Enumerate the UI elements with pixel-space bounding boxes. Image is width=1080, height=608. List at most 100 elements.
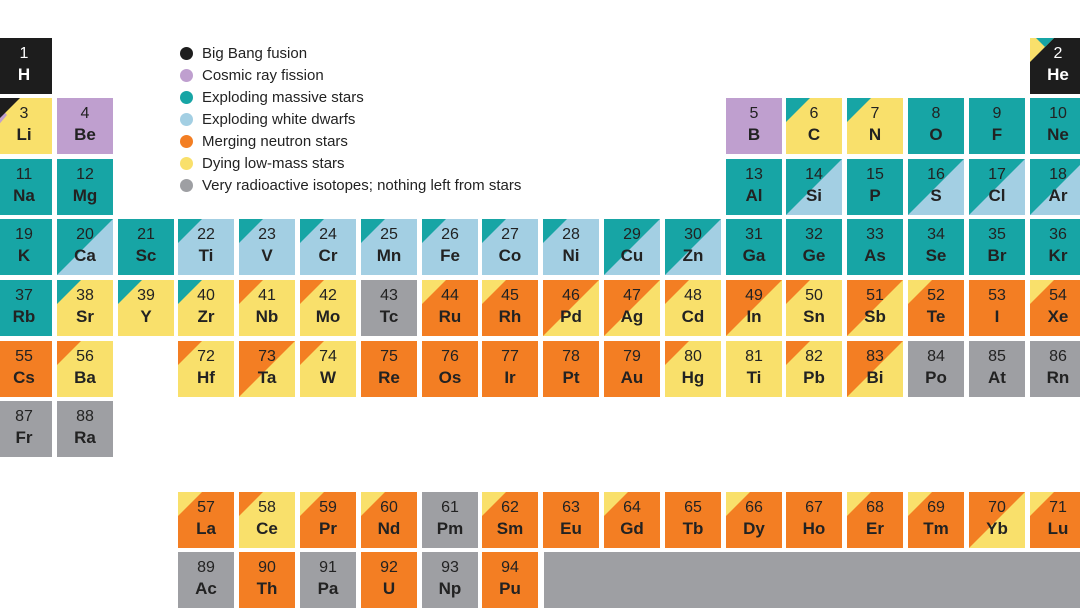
atomic-number: 58 bbox=[258, 499, 276, 516]
atomic-number: 61 bbox=[441, 499, 459, 516]
element-swatch bbox=[482, 219, 538, 275]
legend-swatch-icon bbox=[180, 68, 193, 82]
element-swatch bbox=[847, 159, 903, 215]
element-symbol: Hf bbox=[197, 368, 215, 387]
element-symbol: Eu bbox=[560, 519, 582, 538]
atomic-number: 31 bbox=[745, 226, 763, 243]
legend: Big Bang fusion Cosmic ray fission Explodi… bbox=[180, 42, 521, 196]
atomic-number: 70 bbox=[988, 499, 1006, 516]
element-cell-cl: 17 Cl bbox=[969, 159, 1025, 215]
element-swatch bbox=[361, 219, 417, 275]
element-cell-os: 76 Os bbox=[422, 341, 478, 397]
element-cell-xe: 54 Xe bbox=[1030, 280, 1080, 336]
element-cell-pb: 82 Pb bbox=[786, 341, 842, 397]
element-symbol: Ag bbox=[620, 307, 644, 326]
element-swatch bbox=[482, 341, 538, 397]
element-swatch bbox=[239, 492, 295, 548]
element-cell-re: 75 Re bbox=[361, 341, 417, 397]
element-cell-ba: 56 Ba bbox=[57, 341, 113, 397]
element-swatch bbox=[847, 280, 903, 336]
element-swatch bbox=[665, 280, 721, 336]
element-cell-nb: 41 Nb bbox=[239, 280, 295, 336]
element-cell-th: 90 Th bbox=[239, 552, 295, 608]
atomic-number: 72 bbox=[197, 348, 215, 365]
atomic-number: 93 bbox=[441, 559, 459, 576]
atomic-number: 24 bbox=[319, 226, 337, 243]
element-swatch bbox=[57, 280, 113, 336]
element-symbol: Pt bbox=[562, 368, 580, 387]
element-swatch bbox=[422, 341, 478, 397]
atomic-number: 40 bbox=[197, 287, 215, 304]
atomic-number: 26 bbox=[441, 226, 459, 243]
atomic-number: 66 bbox=[745, 499, 763, 516]
atomic-number: 89 bbox=[197, 559, 215, 576]
atomic-number: 35 bbox=[988, 226, 1006, 243]
atomic-number: 71 bbox=[1049, 499, 1067, 516]
element-cell-w: 74 W bbox=[300, 341, 356, 397]
atomic-number: 88 bbox=[76, 408, 94, 425]
element-swatch bbox=[1030, 280, 1080, 336]
element-cell-mg: 12 Mg bbox=[57, 159, 113, 215]
atomic-number: 5 bbox=[749, 105, 759, 122]
element-swatch bbox=[908, 219, 964, 275]
element-swatch bbox=[422, 492, 478, 548]
element-swatch bbox=[300, 219, 356, 275]
legend-label: Cosmic ray fission bbox=[202, 66, 324, 84]
element-symbol: Al bbox=[745, 186, 763, 205]
element-swatch bbox=[908, 492, 964, 548]
atomic-number: 15 bbox=[866, 166, 884, 183]
element-symbol: Bi bbox=[866, 368, 884, 387]
element-symbol: Sn bbox=[803, 307, 825, 326]
element-swatch bbox=[847, 98, 903, 154]
atomic-number: 47 bbox=[623, 287, 641, 304]
element-symbol: Pb bbox=[803, 368, 825, 387]
atomic-number: 80 bbox=[684, 348, 702, 365]
atomic-number: 85 bbox=[988, 348, 1006, 365]
element-symbol: Sc bbox=[135, 246, 157, 265]
element-cell-he: 2 He bbox=[1030, 38, 1080, 94]
atomic-number: 73 bbox=[258, 348, 276, 365]
element-symbol: Pm bbox=[436, 519, 464, 538]
element-symbol: Xe bbox=[1047, 307, 1069, 326]
element-swatch bbox=[361, 341, 417, 397]
element-swatch bbox=[57, 159, 113, 215]
element-cell-pd: 46 Pd bbox=[543, 280, 599, 336]
atomic-number: 77 bbox=[501, 348, 519, 365]
element-symbol: Gd bbox=[620, 519, 644, 538]
atomic-number: 54 bbox=[1049, 287, 1067, 304]
element-symbol: U bbox=[382, 579, 396, 598]
atomic-number: 16 bbox=[927, 166, 945, 183]
element-swatch bbox=[969, 341, 1025, 397]
atomic-number: 41 bbox=[258, 287, 276, 304]
element-swatch bbox=[178, 341, 234, 397]
element-symbol: Ra bbox=[74, 428, 96, 447]
legend-swatch-icon bbox=[180, 90, 193, 104]
element-symbol: Ho bbox=[802, 519, 826, 538]
element-swatch bbox=[604, 492, 660, 548]
element-cell-pm: 61 Pm bbox=[422, 492, 478, 548]
atomic-number: 59 bbox=[319, 499, 337, 516]
element-symbol: P bbox=[869, 186, 881, 205]
element-swatch bbox=[300, 552, 356, 608]
atomic-number: 19 bbox=[15, 226, 33, 243]
element-cell-ti: 22 Ti bbox=[178, 219, 234, 275]
element-cell-in: 49 In bbox=[726, 280, 782, 336]
element-cell-ge: 32 Ge bbox=[786, 219, 842, 275]
element-symbol: Cd bbox=[681, 307, 705, 326]
legend-item-lowmass: Dying low-mass stars bbox=[180, 152, 521, 174]
element-symbol: Co bbox=[498, 246, 522, 265]
element-swatch bbox=[908, 280, 964, 336]
atomic-number: 86 bbox=[1049, 348, 1067, 365]
atomic-number: 43 bbox=[380, 287, 398, 304]
element-symbol: Np bbox=[438, 579, 462, 598]
element-swatch bbox=[1030, 38, 1080, 94]
gray-filler-block bbox=[544, 552, 1080, 608]
atomic-number: 83 bbox=[866, 348, 884, 365]
element-swatch bbox=[300, 341, 356, 397]
element-swatch bbox=[300, 280, 356, 336]
element-symbol: Th bbox=[256, 579, 278, 598]
element-cell-ag: 47 Ag bbox=[604, 280, 660, 336]
element-symbol: Pu bbox=[499, 579, 521, 598]
